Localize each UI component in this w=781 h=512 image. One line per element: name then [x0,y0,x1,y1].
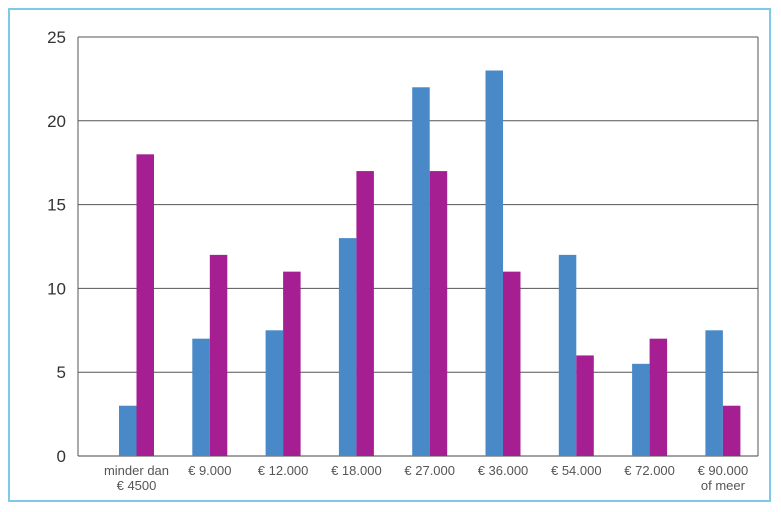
x-tick-label: € 54.000 [551,463,602,478]
x-tick-label: € 90.000 of meer [698,463,749,493]
y-tick-label: 25 [47,28,66,47]
y-tick-label: 15 [47,196,66,215]
y-tick-label: 20 [47,112,66,131]
bar-series2-7 [649,338,668,456]
x-tick-label: € 27.000 [404,463,455,478]
bar-series2-4 [429,171,448,456]
bar-series1-6 [558,254,577,456]
bar-series2-6 [576,355,594,456]
bar-series1-5 [485,70,503,457]
bar-series2-0 [136,154,154,456]
x-tick-label: € 12.000 [258,463,309,478]
bar-series2-1 [209,254,228,456]
x-tick-label: minder dan € 4500 [104,463,169,493]
bar-series1-7 [632,363,650,456]
bar-series2-5 [503,271,521,456]
bar-series1-4 [412,87,430,456]
bar-series2-2 [283,271,301,456]
bar-series1-2 [265,330,284,456]
y-axis-ticks: 0 5 10 15 20 25 [47,28,66,466]
bar-series1-0 [119,405,137,456]
x-tick-label: € 18.000 [331,463,382,478]
y-tick-label: 0 [57,447,66,466]
bar-series1-8 [705,330,723,456]
bar-series2-3 [356,171,374,456]
bar-series2-8 [722,405,741,456]
x-tick-label: € 72.000 [624,463,675,478]
y-tick-label: 5 [57,363,66,382]
x-tick-label: € 36.000 [478,463,529,478]
bars [119,70,741,457]
bar-series1-1 [192,338,210,456]
x-tick-label: € 9.000 [188,463,231,478]
bar-series1-3 [338,238,357,456]
x-axis-ticks: minder dan € 4500 € 9.000 € 12.000 € 18.000 €… [104,463,748,493]
y-tick-label: 10 [47,279,66,298]
